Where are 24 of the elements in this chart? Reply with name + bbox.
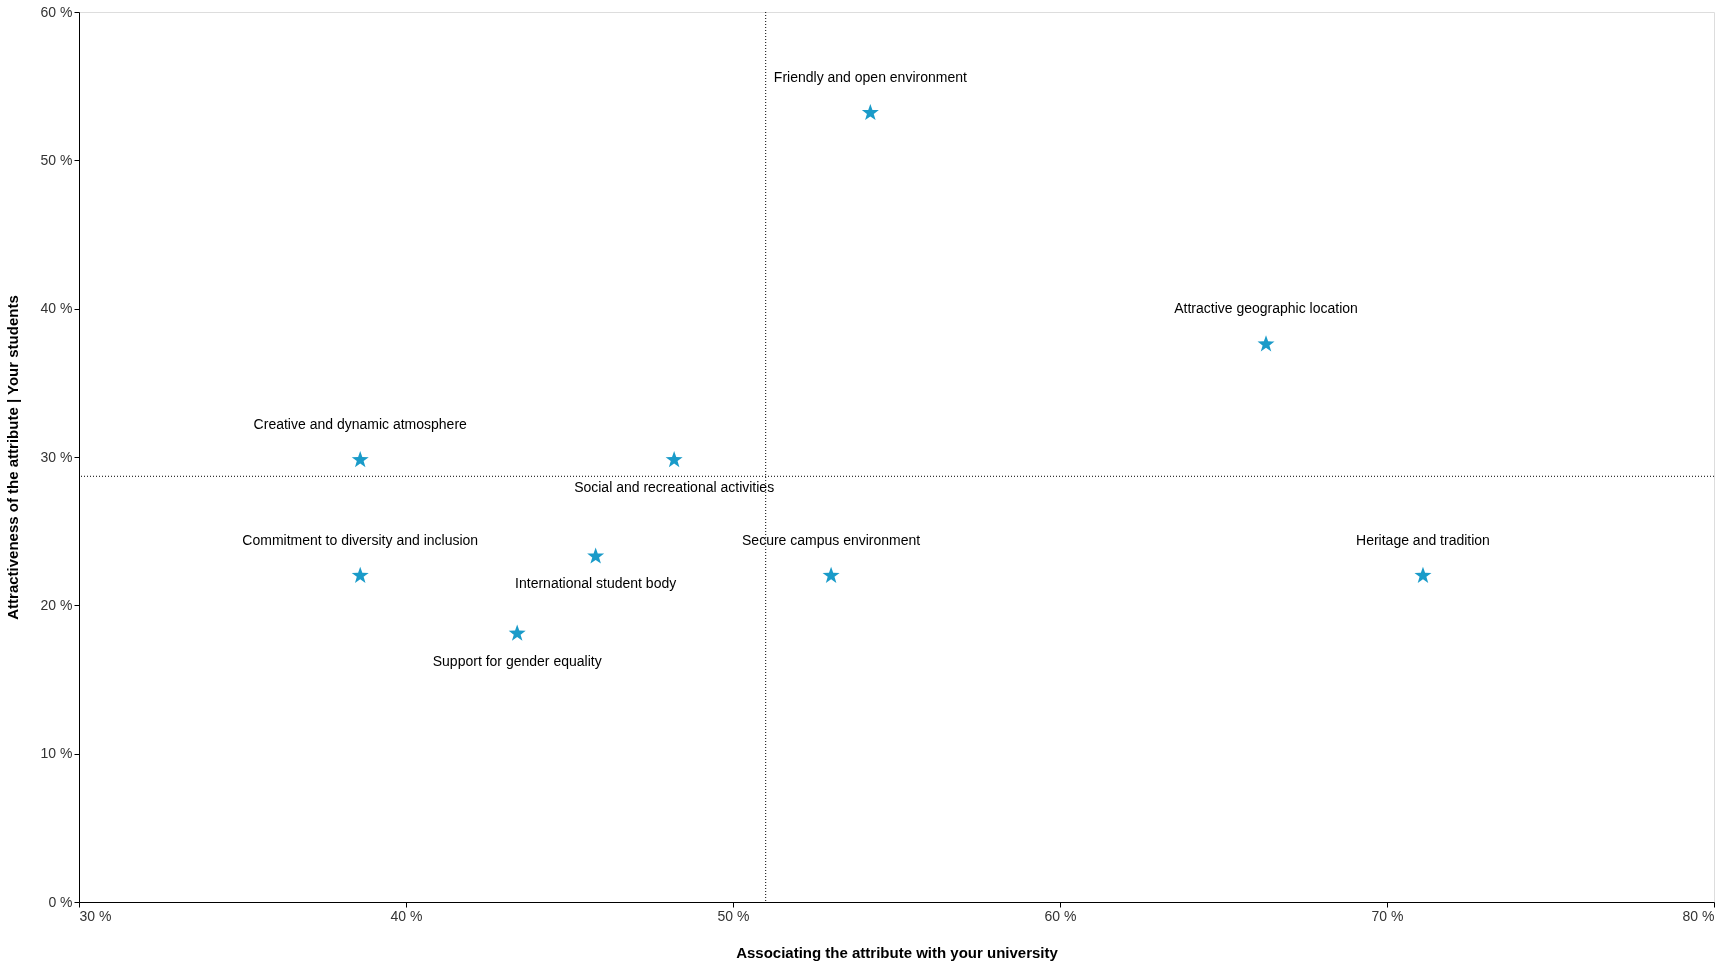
annotation: Heritage and tradition xyxy=(1356,531,1490,548)
x-tick-label: 60 % xyxy=(1044,907,1077,924)
x-tick-label: 50 % xyxy=(717,907,750,924)
annotation: Secure campus environment xyxy=(742,531,921,548)
annotation: Commitment to diversity and inclusion xyxy=(242,531,479,548)
y-tick-label: 30 % xyxy=(40,448,73,465)
x-axis-title: Associating the attribute with your university xyxy=(736,943,1059,961)
x-tick-label: 70 % xyxy=(1371,907,1404,924)
y-tick-label: 60 % xyxy=(40,3,73,20)
annotation: Social and recreational activities xyxy=(574,478,775,495)
y-tick-label: 0 % xyxy=(48,893,73,910)
annotation: Creative and dynamic atmosphere xyxy=(253,415,468,432)
y-axis-title: Attractiveness of the attribute | Your students xyxy=(3,295,21,620)
x-tick-label: 30 % xyxy=(79,907,112,924)
y-tick-label: 40 % xyxy=(40,300,73,317)
y-tick-label: 50 % xyxy=(40,151,73,168)
x-tick-label: 80 % xyxy=(1682,907,1715,924)
x-tick-label: 40 % xyxy=(390,907,423,924)
annotation: International student body xyxy=(515,575,677,592)
y-tick-label: 20 % xyxy=(40,596,73,613)
annotation: Support for gender equality xyxy=(432,652,602,669)
annotation: Attractive geographic location xyxy=(1174,300,1358,317)
annotation: Friendly and open environment xyxy=(773,68,967,85)
y-tick-label: 10 % xyxy=(40,745,73,762)
